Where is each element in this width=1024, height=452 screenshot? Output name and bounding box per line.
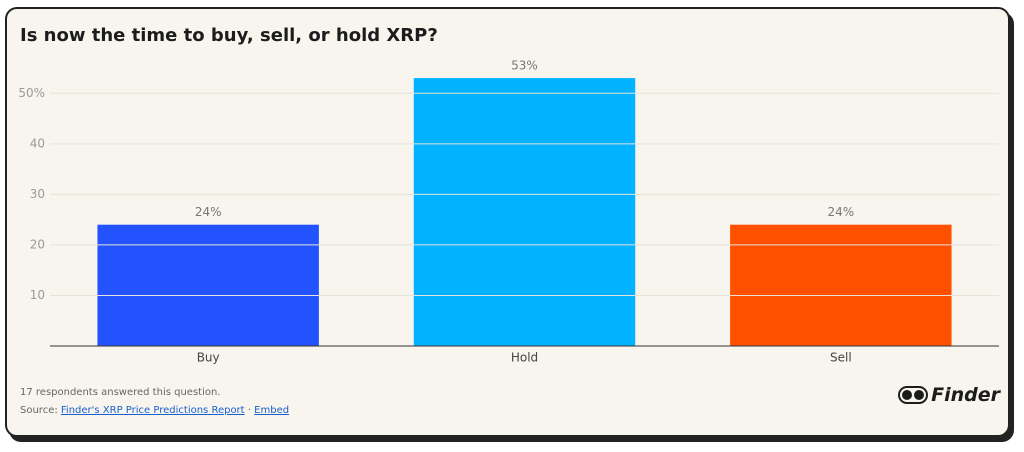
- value-label: 24%: [195, 205, 222, 219]
- respondents-note: 17 respondents answered this question.: [20, 387, 221, 398]
- logo-icon: [898, 386, 929, 404]
- source-prefix: Source:: [20, 405, 58, 416]
- chart-title: Is now the time to buy, sell, or hold XR…: [20, 25, 438, 46]
- logo: Finder: [898, 384, 1000, 406]
- separator: ·: [247, 405, 251, 416]
- x-tick-label: Hold: [511, 351, 538, 365]
- y-tick-label: 30: [30, 187, 45, 201]
- value-label: 53%: [511, 59, 538, 73]
- x-tick-label: Sell: [830, 351, 852, 365]
- source-link[interactable]: Finder's XRP Price Predictions Report: [60, 405, 245, 416]
- source-line: Source: Finder's XRP Price Predictions R…: [20, 405, 289, 416]
- chart: 24% Sell 53% Hold 24% Buy 50% 40 30 20 10: [18, 59, 999, 365]
- embed-link[interactable]: Embed: [254, 405, 290, 416]
- logo-text: Finder: [931, 384, 1000, 406]
- bar: [730, 224, 952, 346]
- value-label: 24%: [827, 205, 854, 219]
- y-tick-label: 50%: [18, 86, 45, 100]
- x-tick-label: Buy: [197, 351, 220, 365]
- y-tick-label: 20: [30, 237, 45, 251]
- y-tick-label: 10: [30, 288, 45, 302]
- bar: [413, 78, 636, 346]
- bar: [97, 224, 319, 346]
- card: Is now the time to buy, sell, or hold XR…: [5, 7, 1010, 437]
- y-tick-label: 40: [30, 136, 45, 150]
